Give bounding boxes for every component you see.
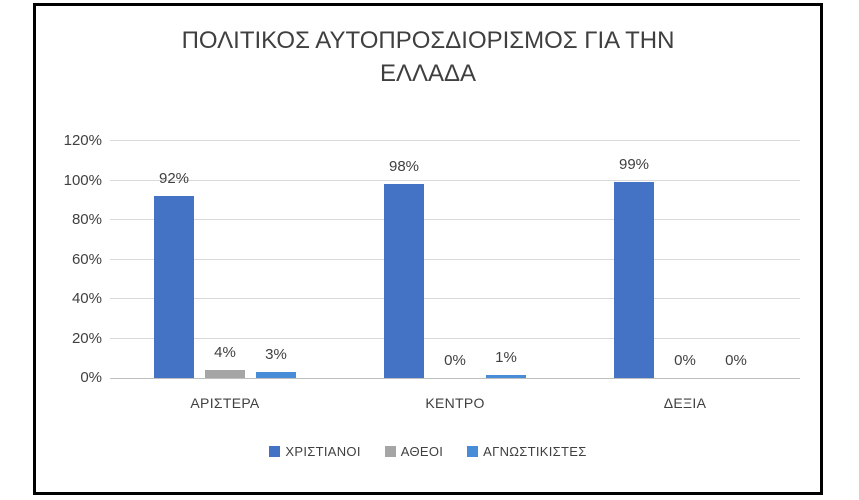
legend-swatch (384, 445, 396, 457)
legend-item-ΧΡΙΣΤΙΑΝΟΙ: ΧΡΙΣΤΙΑΝΟΙ (269, 444, 360, 459)
gridline (110, 298, 800, 299)
legend-item-ΑΓΝΩΣΤΙΚΙΣΤΕΣ: ΑΓΝΩΣΤΙΚΙΣΤΕΣ (467, 444, 586, 459)
bar-ΑΓΝΩΣΤΙΚΙΣΤΕΣ-ΚΕΝΤΡΟ (486, 375, 526, 378)
y-tick-label: 100% (63, 171, 102, 189)
bar-data-label: 92% (158, 170, 190, 187)
x-axis-line (110, 378, 800, 379)
y-tick-label: 120% (63, 132, 102, 149)
gridline (110, 338, 800, 339)
gridline (110, 140, 800, 141)
bar-ΑΘΕΟΙ-ΑΡΙΣΤΕΡΑ (205, 370, 245, 378)
gridline (110, 219, 800, 220)
bar-ΧΡΙΣΤΙΑΝΟΙ-ΚΕΝΤΡΟ (384, 184, 424, 378)
chart-title-line-2: ΕΛΛΑΔΑ (379, 60, 477, 87)
plot-area: 92% 4% 3% 98% 0% 1% 99% 0% 0% (110, 140, 800, 379)
bar-data-label: 0% (725, 352, 747, 369)
bar-ΧΡΙΣΤΙΑΝΟΙ-ΑΡΙΣΤΕΡΑ (154, 196, 194, 378)
x-category-label-ΚΕΝΤΡΟ: ΚΕΝΤΡΟ (425, 395, 485, 411)
legend: ΧΡΙΣΤΙΑΝΟΙ ΑΘΕΟΙ ΑΓΝΩΣΤΙΚΙΣΤΕΣ (33, 441, 823, 461)
chart-title: ΠΟΛΙΤΙΚΟΣ ΑΥΤΟΠΡΟΣΔΙΟΡΙΣΜΟΣ ΓΙΑ ΤΗΝ ΕΛΛΑ… (33, 24, 823, 90)
bar-data-label: 0% (674, 352, 696, 369)
bar-ΑΓΝΩΣΤΙΚΙΣΤΕΣ-ΑΡΙΣΤΕΡΑ (256, 372, 296, 378)
y-tick-label: 60% (71, 250, 102, 268)
y-tick-label: 0% (80, 369, 102, 386)
chart-title-line-1: ΠΟΛΙΤΙΚΟΣ ΑΥΤΟΠΡΟΣΔΙΟΡΙΣΜΟΣ ΓΙΑ ΤΗΝ (181, 27, 675, 54)
bar-data-label: 1% (495, 349, 517, 366)
y-tick-label: 80% (71, 211, 102, 228)
x-category-label-ΔΕΞΙΑ: ΔΕΞΙΑ (663, 395, 707, 411)
legend-swatch (269, 445, 281, 457)
bar-data-label: 0% (444, 352, 466, 369)
bar-data-label: 3% (265, 346, 287, 363)
gridline (110, 180, 800, 181)
legend-label: ΑΘΕΟΙ (400, 443, 444, 459)
legend-label: ΧΡΙΣΤΙΑΝΟΙ (285, 443, 361, 459)
gridline (110, 259, 800, 260)
y-tick-label: 40% (71, 290, 102, 307)
x-category-label-ΑΡΙΣΤΕΡΑ: ΑΡΙΣΤΕΡΑ (190, 395, 260, 411)
bar-data-label: 4% (214, 344, 236, 361)
legend-item-ΑΘΕΟΙ: ΑΘΕΟΙ (384, 443, 444, 459)
y-tick-label: 20% (71, 329, 102, 347)
legend-swatch (467, 445, 479, 457)
bar-data-label: 99% (618, 156, 650, 173)
legend-label: ΑΓΝΩΣΤΙΚΙΣΤΕΣ (483, 443, 587, 459)
bar-data-label: 98% (388, 158, 420, 175)
bar-ΧΡΙΣΤΙΑΝΟΙ-ΔΕΞΙΑ (614, 182, 654, 378)
